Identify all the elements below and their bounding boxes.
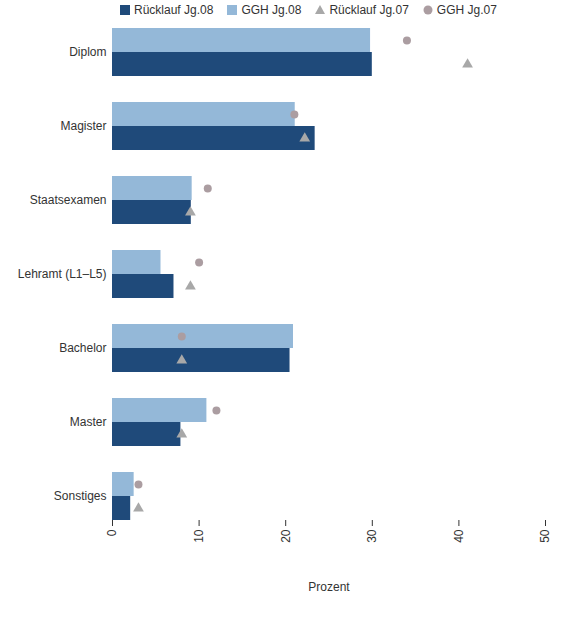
svg-text:Bachelor: Bachelor — [59, 341, 106, 355]
svg-text:Magister: Magister — [60, 119, 106, 133]
svg-text:40: 40 — [452, 529, 466, 543]
svg-text:Prozent: Prozent — [308, 580, 350, 594]
svg-text:Diplom: Diplom — [69, 45, 106, 59]
svg-text:Staatsexamen: Staatsexamen — [30, 193, 107, 207]
svg-text:50: 50 — [538, 529, 552, 543]
html-text:Rücklauf Jg.07: Rücklauf Jg.07 — [329, 3, 409, 17]
svg-text:Lehramt (L1–L5): Lehramt (L1–L5) — [18, 267, 107, 281]
svg-text:10: 10 — [192, 529, 206, 543]
svg-text:0: 0 — [105, 529, 119, 536]
svg-text:20: 20 — [279, 529, 293, 543]
html-text:Rücklauf Jg.08: Rücklauf Jg.08 — [134, 3, 214, 17]
svg-text:Sonstiges: Sonstiges — [54, 489, 107, 503]
svg-text:Master: Master — [70, 415, 107, 429]
html-text:GGH Jg.08: GGH Jg.08 — [241, 3, 302, 17]
html-text:GGH Jg.07: GGH Jg.07 — [436, 3, 497, 17]
svg-text:30: 30 — [365, 529, 379, 543]
